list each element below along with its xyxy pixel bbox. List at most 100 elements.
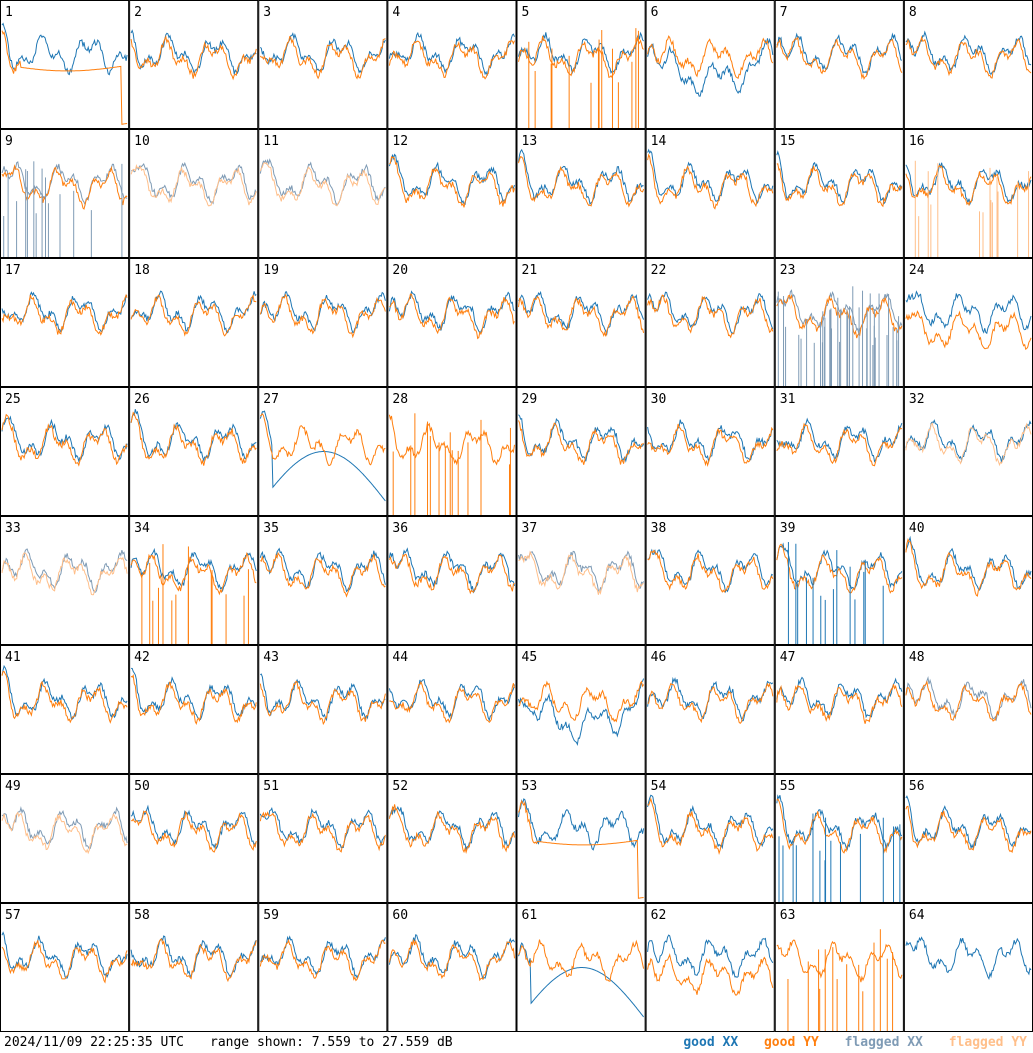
series-yy-line [905,537,1032,597]
panel-41: 41 [0,645,130,774]
panel-43: 43 [258,645,388,774]
panel-9: 9 [0,129,130,258]
series-yy-line [1,811,128,855]
series-yy-line [388,804,515,855]
panel-6: 6 [645,0,775,129]
panel-frame [774,129,904,258]
series-yy-line [259,811,386,853]
panel-31: 31 [774,387,904,516]
series-yy-line [776,422,903,467]
panel-label: 60 [392,908,408,923]
panel-62: 62 [645,903,775,1032]
panel-label: 32 [909,392,925,407]
panel-frame [0,129,130,258]
panel-frame [774,0,904,129]
panel-label: 48 [909,650,925,665]
panel-frame [903,645,1033,774]
panel-label: 3 [263,5,271,20]
panel-55: 55 [774,774,904,903]
panel-8: 8 [903,0,1033,129]
panel-frame [645,645,775,774]
panel-frame [774,903,904,1032]
panel-12: 12 [387,129,517,258]
series-yy-line [647,953,774,996]
series-yy-line [1,293,128,336]
panel-label: 22 [651,263,667,278]
series-yy-line [389,680,515,724]
panel-10: 10 [129,129,259,258]
panel-label: 25 [5,392,21,407]
panel-frame [387,0,517,129]
series-yy-line [647,423,774,468]
panel-label: 62 [651,908,667,923]
series-yy-line [647,682,774,725]
panel-26: 26 [129,387,259,516]
panel-label: 19 [263,263,279,278]
panel-frame [387,903,517,1032]
panel-frame [645,903,775,1032]
panel-label: 54 [651,779,667,794]
panel-29: 29 [516,387,646,516]
panel-23: 23 [774,258,904,387]
series-xx-line [130,547,257,593]
series-xx-line [259,410,386,502]
panel-label: 28 [392,392,408,407]
panel-18: 18 [129,258,259,387]
series-yy-line [647,153,774,210]
series-yy-line [1,413,128,467]
panel-frame [129,516,259,645]
panel-16: 16 [903,129,1033,258]
series-xx-line [518,678,645,747]
series-yy-line [518,550,644,596]
series-yy-line [905,421,1032,467]
panel-64: 64 [903,903,1033,1032]
panel-label: 49 [5,779,21,794]
panel-label: 50 [134,779,150,794]
panel-frame [903,903,1033,1032]
series-yy-line [388,939,515,982]
panel-label: 4 [392,5,400,20]
panel-15: 15 [774,129,904,258]
series-yy-line [130,938,257,983]
panel-label: 39 [780,521,796,536]
panel-frame [645,129,775,258]
panel-label: 31 [780,392,796,407]
panel-58: 58 [129,903,259,1032]
series-yy-line [647,797,774,855]
panel-label: 12 [392,134,408,149]
panel-19: 19 [258,258,388,387]
series-xx-line [905,30,1032,76]
panel-frame [774,645,904,774]
series-yy-line [518,295,645,338]
panel-label: 63 [780,908,796,923]
legend-good-xx: good XX [683,1035,739,1050]
panel-label: 15 [780,134,796,149]
series-yy-line [130,674,257,725]
panel-label: 13 [522,134,538,149]
panel-51: 51 [258,774,388,903]
series-xx-line [388,153,515,206]
panel-label: 1 [5,5,13,20]
series-yy-line [388,39,515,80]
series-xx-line [776,794,903,851]
series-xx-line [905,795,1032,850]
series-yy-line [1,164,128,210]
panel-label: 9 [5,134,13,149]
panel-label: 7 [780,5,788,20]
series-yy-line [776,684,903,724]
panel-frame [258,516,388,645]
panel-63: 63 [774,903,904,1032]
panel-28: 28 [387,387,517,516]
series-yy-line [905,35,1032,79]
panel-label: 46 [651,650,667,665]
series-xx-line [518,148,644,206]
panel-label: 41 [5,650,21,665]
series-yy-line [259,293,386,339]
panel-label: 21 [522,263,538,278]
panel-46: 46 [645,645,775,774]
panel-2: 2 [129,0,259,129]
panel-17: 17 [0,258,130,387]
series-xx-line [130,29,257,75]
panel-frame [129,258,259,387]
panel-label: 10 [134,134,150,149]
